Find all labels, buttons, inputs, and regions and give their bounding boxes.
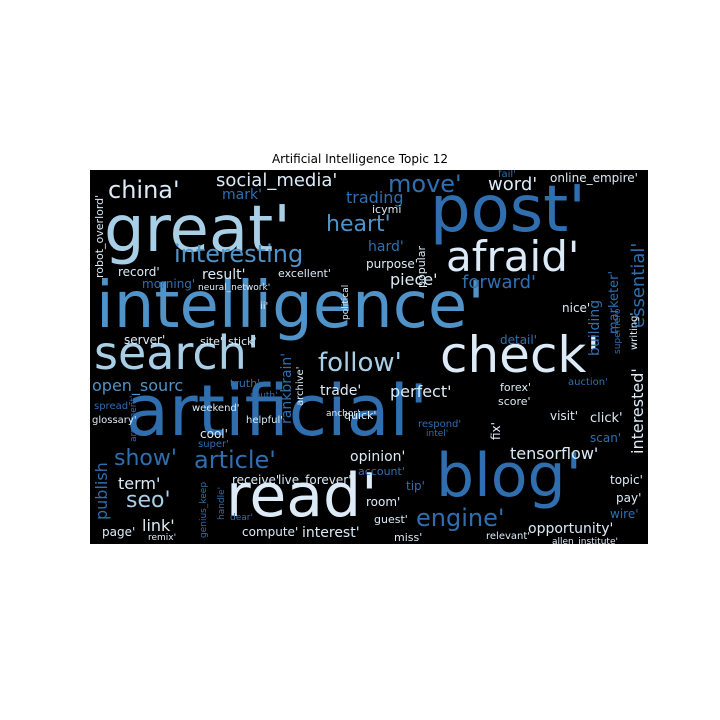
word-tensorflow: tensorflow' (510, 444, 599, 463)
word-follow: follow' (318, 348, 402, 378)
word-post: post' (430, 173, 586, 247)
word-anchor: anchor' (326, 409, 360, 419)
word-helpful: helpful' (246, 415, 284, 426)
word-quick: quick' (344, 409, 377, 422)
word-superhero: superhero (613, 308, 623, 354)
word-forward: forward' (462, 272, 536, 293)
word-auction: auction' (568, 377, 608, 388)
word-tip: tip' (406, 479, 425, 493)
word-super: super' (198, 439, 229, 450)
word-social-media: social_media' (216, 170, 338, 191)
word-nice: nice' (562, 301, 591, 315)
word-check: check' (440, 326, 601, 384)
word-room: room' (366, 495, 401, 509)
word-receive: receive' (232, 473, 280, 487)
word-server: server' (124, 333, 166, 347)
word-opinion: opinion' (350, 449, 406, 465)
word-site: site' (200, 335, 223, 348)
word-weekend: weekend' (192, 403, 240, 414)
word-heart: heart' (326, 212, 391, 237)
word-open-sourc: open_sourc (92, 376, 184, 395)
word-forex: forex' (500, 381, 531, 394)
word-page: page' (102, 525, 136, 539)
word-trading: trading (346, 188, 404, 207)
word-word: word' (488, 174, 538, 195)
word-fix: fix' (489, 422, 503, 440)
word-article: article' (194, 446, 276, 474)
word-account: account' (358, 465, 405, 478)
word-truth: truth' (230, 377, 261, 390)
word-perfect: perfect' (390, 382, 452, 401)
word-remix: remix' (148, 533, 177, 543)
word-piece: piece' (390, 270, 438, 289)
word-artificial: artificial' (126, 370, 429, 452)
word-opportunity: opportunity' (528, 521, 614, 537)
word-visit: visit' (550, 409, 579, 423)
word-genius-keep: genius_keep (199, 481, 209, 538)
word-record: record' (118, 265, 160, 279)
word-term: term' (118, 474, 161, 493)
word-dear: dear' (230, 513, 253, 523)
word-wire: wire' (610, 507, 639, 521)
word-click: click' (590, 411, 623, 426)
word-guest: guest' (374, 513, 408, 526)
word-detail: detail' (500, 333, 538, 347)
word-archive: archive' (295, 366, 306, 406)
word-fail: fail' (498, 170, 516, 180)
word-excellent: excellent' (278, 267, 331, 280)
word-south: south' (250, 391, 278, 401)
word-afraid: afraid' (446, 232, 580, 281)
word-result: result' (202, 267, 246, 283)
word-china: china' (108, 176, 180, 204)
word-engine: engine' (416, 504, 505, 532)
word-spread: spread' (94, 401, 131, 412)
word-purpose: purpose' (366, 257, 419, 271)
word-topic: topic' (610, 473, 643, 487)
word-glossary: glossary' (92, 415, 137, 426)
word-hard: hard' (368, 239, 404, 255)
word-miss: miss' (394, 531, 423, 544)
word-cool: cool' (200, 427, 228, 441)
word-score: score' (498, 395, 531, 408)
word-online-empire: online_empire' (550, 171, 638, 185)
word-political: political (341, 284, 351, 320)
word-pay: pay' (616, 491, 642, 505)
word-trade: trade' (320, 383, 362, 399)
word-ii: ii' (260, 301, 269, 312)
word-publish: publish (92, 462, 111, 520)
word-blog: blog' (436, 441, 583, 511)
word-show: show' (114, 446, 177, 471)
word-respond: respond' (418, 419, 462, 430)
word-interested: interested' (628, 368, 647, 454)
word-mark: mark' (222, 187, 262, 203)
word-seo: seo' (126, 488, 171, 513)
word-rankbrain: rankbrain' (279, 352, 295, 424)
word-robot-overlord: robot_overlord' (93, 194, 106, 278)
word-move: move' (388, 170, 462, 198)
word-scan: scan' (590, 431, 622, 445)
word-great: great' (104, 193, 291, 267)
word-interest: interest' (302, 525, 360, 541)
word-compute: compute' (242, 525, 299, 539)
word-stick: stick' (228, 335, 257, 348)
word-intel: intel' (426, 429, 449, 439)
word-search: search' (94, 326, 260, 380)
word-allen-institute: allen_institute' (552, 537, 618, 545)
figure-title: Artificial Intelligence Topic 12 (271, 152, 449, 166)
word-live-forever: live_forever' (278, 473, 352, 487)
word-cloud: intelligence' artificial' great' post' blog'… (90, 170, 648, 544)
word-writing: writing' (629, 312, 640, 350)
word-neural-network: neural_network' (198, 283, 271, 293)
word-link: link' (142, 516, 175, 535)
word-interesting: interesting (174, 240, 304, 268)
word-handle: handle' (217, 486, 227, 520)
word-building: building (587, 299, 603, 356)
word-icymi: icymi (372, 203, 402, 216)
word-relevant: relevant' (486, 531, 531, 542)
word-read: read' (226, 461, 378, 531)
word-intelligence: intelligence' (96, 269, 485, 343)
word-morning: morning' (142, 277, 196, 291)
